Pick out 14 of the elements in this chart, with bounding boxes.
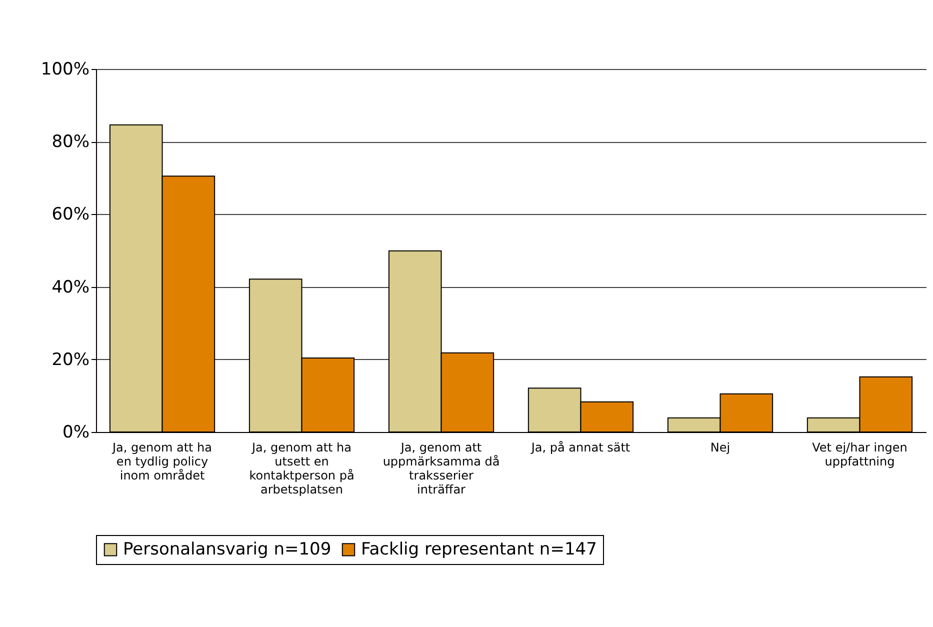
x-tick-label: Ja, genom att uppmärksamma då traksserier inträffar	[382, 440, 500, 496]
y-tick-label: 40%	[52, 277, 90, 298]
x-tick-label: Ja, genom att ha utsett en kontaktperson på arbetsplatsen	[249, 440, 354, 496]
legend-label: Facklig representant n=147	[361, 540, 597, 560]
y-tick-label: 20%	[52, 350, 90, 370]
x-tick-label: Ja, genom att ha en tydlig policy inom området	[112, 440, 212, 482]
y-tick-label: 100%	[40, 60, 90, 80]
y-tick-label: 60%	[52, 204, 90, 225]
x-tick-label: Vet ej/har ingen uppfattning	[812, 440, 908, 468]
x-tick-label: Ja, på annat sätt	[530, 440, 630, 454]
y-tick-label: 80%	[52, 132, 90, 152]
y-tick-label: 0%	[62, 422, 90, 442]
legend-label: Personalansvarig n=109	[123, 540, 332, 560]
x-tick-label: Nej	[710, 440, 730, 454]
